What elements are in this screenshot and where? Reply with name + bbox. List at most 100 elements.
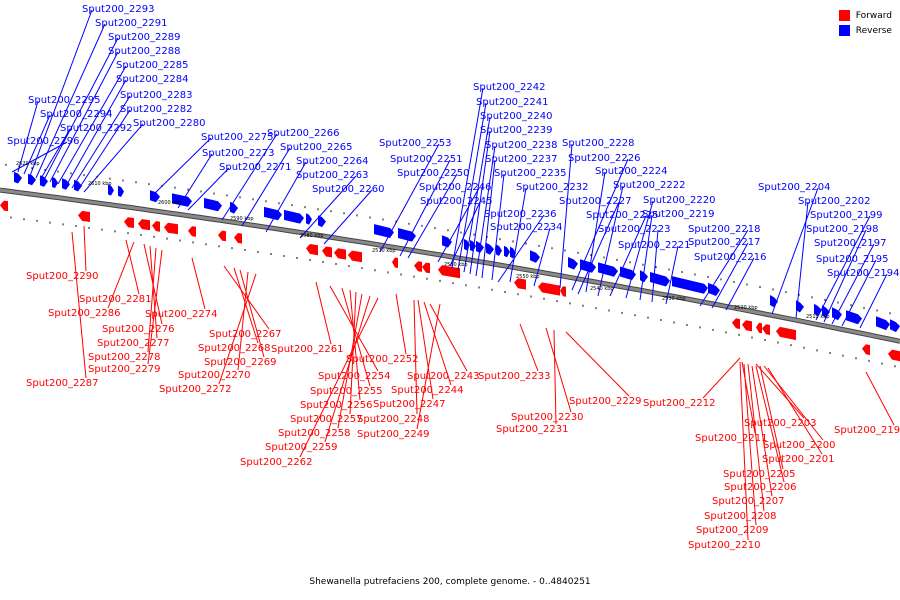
scale-ticks: 2620 kbp 2610 kbp 2600 kbp 2590 kbp 2580 kbp… <box>5 161 896 368</box>
reverse-gene-arrow <box>150 190 160 203</box>
forward-gene-label: Sput200_2243 <box>407 371 480 382</box>
forward-label-leader <box>125 239 140 295</box>
reverse-label-leader <box>609 215 647 297</box>
reverse-gene-label: Sput200_2241 <box>476 97 549 108</box>
reverse-gene-arrow <box>74 179 82 192</box>
reverse-gene-arrow <box>598 262 618 277</box>
reverse-label-leader <box>625 200 654 299</box>
reverse-gene-label: Sput200_2280 <box>133 118 206 129</box>
forward-gene-label: Sput200_2261 <box>271 344 344 355</box>
forward-gene-arrow <box>164 222 178 235</box>
scale-tick-label: 2560 kbp <box>444 262 468 268</box>
reverse-gene-label: Sput200_2197 <box>814 238 887 249</box>
reverse-label-leader <box>699 229 749 307</box>
reverse-label-leader <box>823 229 867 323</box>
reverse-label-leader <box>17 100 39 173</box>
scale-tick-label: 2570 kbp <box>372 248 396 254</box>
forward-gene-label: Sput200_2206 <box>724 482 797 493</box>
forward-gene-label: Sput200_2277 <box>97 338 170 349</box>
reverse-gene-label: Sput200_2253 <box>379 138 452 149</box>
reverse-genes <box>14 171 900 333</box>
reverse-label-leader <box>177 153 213 209</box>
forward-gene-arrow <box>732 318 740 330</box>
reverse-gene-label: Sput200_2228 <box>562 138 635 149</box>
forward-gene-arrow <box>124 217 134 228</box>
reverse-label-leader <box>11 141 68 173</box>
forward-label-leader <box>743 363 757 526</box>
reverse-gene-arrow <box>118 185 124 197</box>
scale-tick-label: 2610 kbp <box>88 181 112 187</box>
forward-swatch <box>838 10 850 21</box>
reverse-gene-arrow <box>318 215 326 228</box>
reverse-label-leader <box>221 133 278 221</box>
forward-gene-arrow <box>218 230 226 242</box>
reverse-label-leader <box>469 130 491 275</box>
forward-gene-label: Sput200_2209 <box>696 525 769 536</box>
forward-gene-label: Sput200_2205 <box>723 469 796 480</box>
reverse-gene-label: Sput200_2250 <box>397 168 470 179</box>
forward-gene-label: Sput200_2268 <box>198 343 271 354</box>
forward-gene-label: Sput200_2247 <box>373 399 446 410</box>
reverse-label-leader <box>407 173 458 259</box>
forward-gene-label: Sput200_2274 <box>145 309 218 320</box>
forward-label-leader <box>324 295 371 443</box>
forward-label-leader <box>751 365 773 497</box>
reverse-gene-label: Sput200_2291 <box>95 18 168 29</box>
reverse-gene-label: Sput200_2246 <box>419 182 492 193</box>
forward-label-leader <box>107 241 135 309</box>
reverse-gene-label: Sput200_2264 <box>296 156 369 167</box>
reverse-label-leader <box>831 243 875 325</box>
forward-gene-arrow <box>862 344 870 356</box>
forward-label-leader <box>237 271 249 371</box>
reverse-label-leader <box>597 185 624 297</box>
forward-label-leader <box>299 297 379 458</box>
forward-gene-arrow <box>152 221 160 232</box>
reverse-gene-label: Sput200_2226 <box>568 153 641 164</box>
reverse-label-leader <box>841 259 877 327</box>
reverse-gene-label: Sput200_2195 <box>816 254 889 265</box>
reverse-gene-label: Sput200_2202 <box>798 196 871 207</box>
reverse-gene-arrow <box>876 316 890 331</box>
reverse-label-leader <box>39 128 71 181</box>
reverse-gene-label: Sput200_2225 <box>586 210 659 221</box>
forward-label-leader <box>191 257 206 310</box>
reverse-label-leader <box>379 143 440 253</box>
forward-gene-label: Sput200_2278 <box>88 352 161 363</box>
reverse-gene-label: Sput200_2293 <box>82 4 155 15</box>
reverse-gene-label: Sput200_2219 <box>642 209 715 220</box>
reverse-gene-label: Sput200_2199 <box>810 210 883 221</box>
reverse-gene-label: Sput200_2265 <box>280 142 353 153</box>
forward-gene-arrow <box>392 257 398 268</box>
legend-forward-label: Forward <box>855 10 892 21</box>
reverse-gene-label: Sput200_2239 <box>480 125 553 136</box>
forward-label-leader <box>71 231 87 379</box>
forward-label-leader <box>413 299 418 415</box>
reverse-label-leader <box>437 187 480 263</box>
reverse-gene-arrow <box>640 270 648 283</box>
forward-gene-label: Sput200_2252 <box>346 354 419 365</box>
reverse-gene-arrow <box>230 201 238 214</box>
forward-label-leader <box>741 361 756 434</box>
reverse-gene-arrow <box>890 319 900 333</box>
reverse-gene-label: Sput200_2220 <box>643 195 716 206</box>
forward-gene-label: Sput200_2281 <box>79 294 152 305</box>
forward-gene-label: Sput200_2254 <box>318 371 391 382</box>
forward-gene-label: Sput200_2287 <box>26 378 99 389</box>
reverse-gene-arrow <box>62 178 70 190</box>
reverse-gene-arrow <box>204 198 222 212</box>
forward-gene-label: Sput200_2255 <box>310 386 383 397</box>
forward-gene-arrow <box>414 261 422 272</box>
reverse-gene-arrow <box>14 171 22 184</box>
forward-label-leader <box>755 365 785 483</box>
forward-gene-label: Sput200_2233 <box>478 371 551 382</box>
reverse-gene-label: Sput200_2240 <box>480 111 553 122</box>
reverse-gene-label: Sput200_2266 <box>267 128 340 139</box>
forward-gene-arrow <box>756 322 762 334</box>
reverse-label-leader <box>585 171 606 293</box>
reverse-gene-label: Sput200_2222 <box>613 180 686 191</box>
forward-label-leader <box>223 265 270 330</box>
reverse-label-leader <box>323 189 373 245</box>
reverse-gene-arrow <box>172 193 192 207</box>
forward-gene-label: Sput200_2207 <box>712 496 785 507</box>
reverse-gene-arrow <box>398 228 416 242</box>
